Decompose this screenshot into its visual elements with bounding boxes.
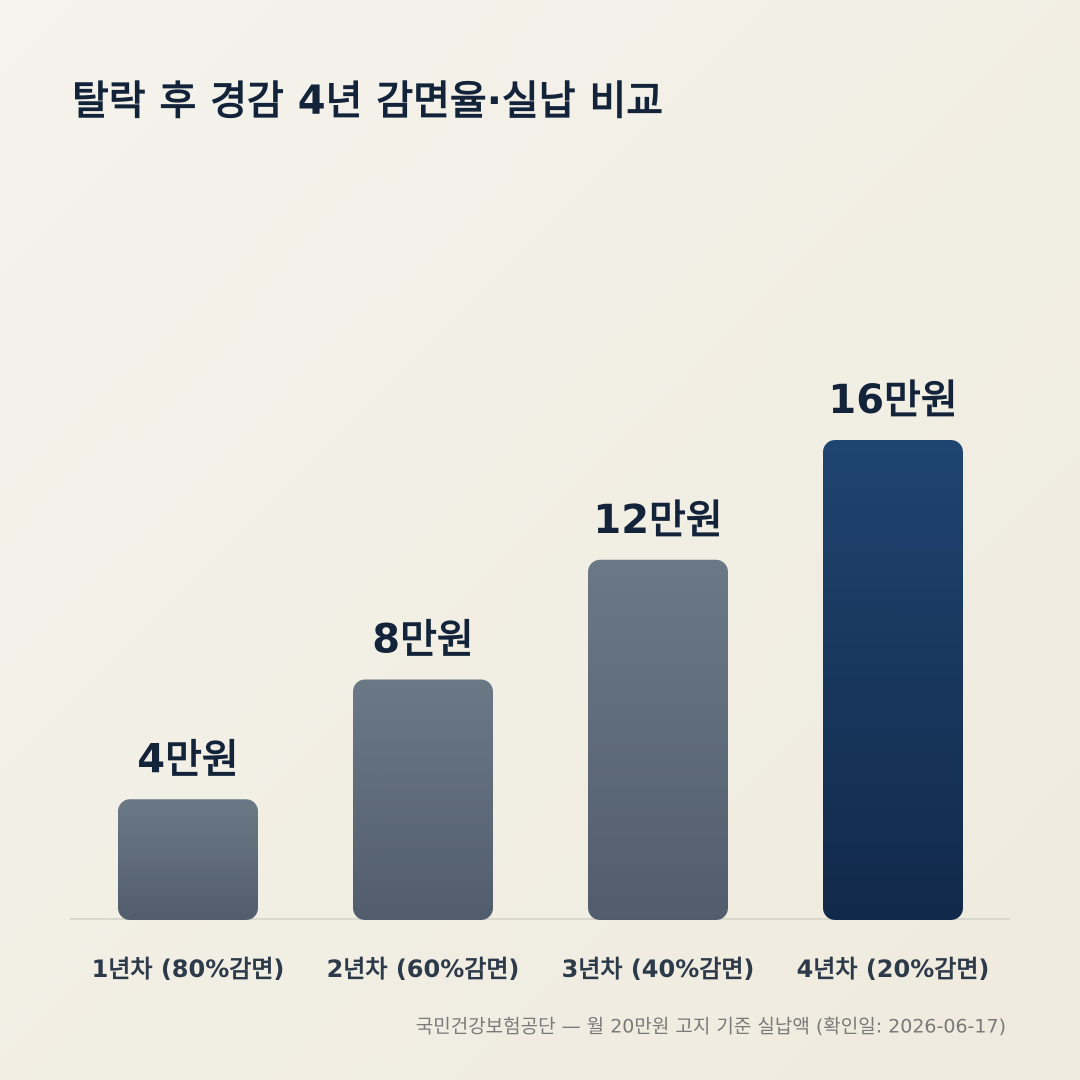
bar xyxy=(353,679,493,920)
value-label: 12만원 xyxy=(593,497,722,543)
x-tick-label: 4년차 (20%감면) xyxy=(797,955,990,983)
source-note: 국민건강보험공단 — 월 20만원 고지 기준 실납액 (확인일: 2026-0… xyxy=(416,1016,1006,1038)
value-label: 8만원 xyxy=(372,617,473,663)
x-tick-label: 2년차 (60%감면) xyxy=(327,955,520,983)
value-label: 16만원 xyxy=(828,377,957,423)
x-tick-label: 3년차 (40%감면) xyxy=(562,955,755,983)
x-tick-label: 1년차 (80%감면) xyxy=(92,955,285,983)
bar xyxy=(823,440,963,920)
bar xyxy=(588,559,728,920)
chart-title: 탈락 후 경감 4년 감면율·실납 비교 xyxy=(72,78,663,124)
bar xyxy=(118,799,258,920)
value-label: 4만원 xyxy=(137,736,238,782)
